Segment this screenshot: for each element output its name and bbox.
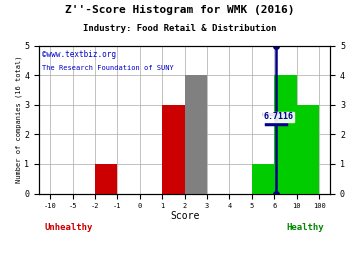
Bar	[252, 164, 274, 194]
Bar	[274, 75, 297, 194]
Bar	[297, 105, 319, 194]
Bar	[185, 75, 207, 194]
Text: ©www.textbiz.org: ©www.textbiz.org	[42, 50, 116, 59]
Text: 6.7116: 6.7116	[264, 112, 293, 121]
Bar	[162, 105, 185, 194]
Text: Unhealthy: Unhealthy	[45, 223, 93, 232]
Text: Z''-Score Histogram for WMK (2016): Z''-Score Histogram for WMK (2016)	[65, 5, 295, 15]
Text: The Research Foundation of SUNY: The Research Foundation of SUNY	[42, 65, 174, 71]
X-axis label: Score: Score	[170, 211, 199, 221]
Text: Healthy: Healthy	[287, 223, 324, 232]
Text: Industry: Food Retail & Distribution: Industry: Food Retail & Distribution	[83, 24, 277, 33]
Y-axis label: Number of companies (16 total): Number of companies (16 total)	[15, 56, 22, 183]
Bar	[95, 164, 117, 194]
